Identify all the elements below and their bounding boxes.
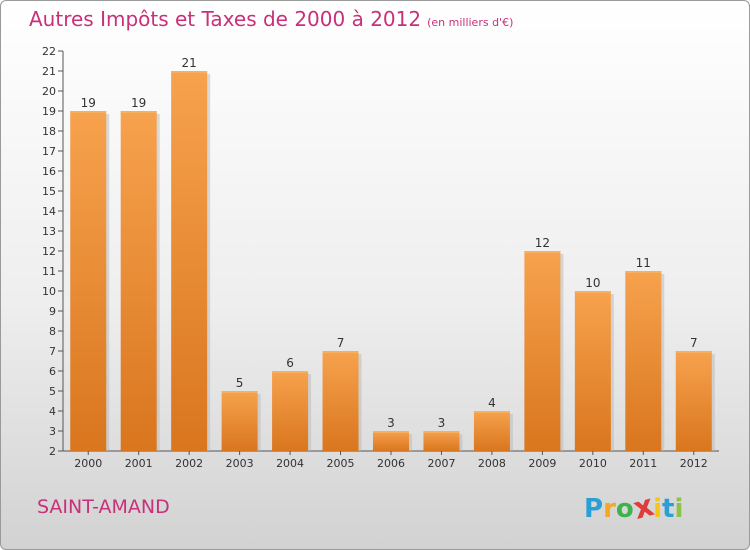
- bar-value-label: 4: [488, 396, 496, 410]
- x-tick-label: 2001: [125, 457, 153, 470]
- bar-top-highlight: [120, 111, 157, 113]
- bar-value-label: 11: [636, 256, 651, 270]
- bar: [524, 251, 561, 451]
- x-tick-label: 2006: [377, 457, 405, 470]
- bar-value-label: 3: [387, 416, 395, 430]
- bar-top-highlight: [272, 371, 309, 373]
- logo-letter: P: [584, 494, 604, 524]
- y-tick-label: 20: [42, 85, 56, 98]
- x-tick-label: 2011: [629, 457, 657, 470]
- y-tick-label: 10: [42, 285, 56, 298]
- bar: [70, 111, 107, 451]
- bar: [221, 391, 258, 451]
- x-tick-label: 2010: [579, 457, 607, 470]
- bar-top-highlight: [675, 351, 712, 353]
- bar-top-highlight: [171, 71, 208, 73]
- y-tick-label: 18: [42, 125, 56, 138]
- y-tick-label: 5: [49, 385, 56, 398]
- y-tick-label: 12: [42, 245, 56, 258]
- y-tick-label: 14: [42, 205, 56, 218]
- y-tick-label: 22: [42, 45, 56, 58]
- y-tick-label: 7: [49, 345, 56, 358]
- bar-top-highlight: [373, 431, 409, 433]
- bar-value-label: 10: [585, 276, 600, 290]
- chart-title: Autres Impôts et Taxes de 2000 à 2012 (en…: [29, 7, 513, 31]
- bar-value-label: 19: [131, 96, 146, 110]
- x-tick-label: 2005: [327, 457, 355, 470]
- x-tick-label: 2008: [478, 457, 506, 470]
- bar-value-label: 5: [236, 376, 244, 390]
- y-tick-label: 21: [42, 65, 56, 78]
- bar: [473, 411, 510, 451]
- bar-top-highlight: [625, 271, 662, 273]
- bar: [272, 371, 309, 451]
- y-tick-label: 17: [42, 145, 56, 158]
- title-unit: (en milliers d'€): [427, 16, 514, 29]
- bar-value-label: 7: [690, 336, 698, 350]
- bar: [423, 431, 460, 451]
- bar-top-highlight: [221, 391, 258, 393]
- x-tick-label: 2012: [680, 457, 708, 470]
- bar-value-label: 3: [438, 416, 446, 430]
- bar: [675, 351, 712, 451]
- y-tick-label: 8: [49, 325, 56, 338]
- logo-letter: t: [662, 494, 675, 524]
- x-tick-label: 2000: [74, 457, 102, 470]
- logo-letter: o: [615, 494, 634, 524]
- bar: [171, 71, 208, 451]
- title-main: Autres Impôts et Taxes de 2000 à 2012: [29, 7, 422, 31]
- x-tick-label: 2004: [276, 457, 304, 470]
- bar-top-highlight: [524, 251, 561, 253]
- y-tick-label: 13: [42, 225, 56, 238]
- bar-top-highlight: [473, 411, 510, 413]
- logo-letter: r: [603, 494, 616, 524]
- bar: [322, 351, 359, 451]
- y-tick-label: 9: [49, 305, 56, 318]
- y-tick-label: 11: [42, 265, 56, 278]
- bar-value-label: 21: [182, 56, 197, 70]
- bar-top-highlight: [574, 291, 611, 293]
- bar: [625, 271, 662, 451]
- logo-letter: i: [653, 494, 663, 524]
- y-tick-label: 4: [49, 405, 56, 418]
- x-tick-label: 2007: [427, 457, 455, 470]
- x-tick-label: 2009: [528, 457, 556, 470]
- bar: [574, 291, 611, 451]
- y-tick-label: 16: [42, 165, 56, 178]
- x-tick-label: 2002: [175, 457, 203, 470]
- logo-letter: i: [674, 494, 684, 524]
- bar-value-label: 19: [81, 96, 96, 110]
- bar-value-label: 12: [535, 236, 550, 250]
- y-tick-label: 2: [49, 445, 56, 458]
- proxiti-logo: Proxiti: [584, 488, 684, 527]
- bar: [120, 111, 157, 451]
- y-tick-label: 19: [42, 105, 56, 118]
- bar-value-label: 7: [337, 336, 345, 350]
- y-tick-label: 6: [49, 365, 56, 378]
- bar-top-highlight: [70, 111, 107, 113]
- bar-top-highlight: [423, 431, 460, 433]
- bar: [373, 431, 409, 451]
- bar-value-label: 6: [286, 356, 294, 370]
- y-tick-label: 3: [49, 425, 56, 438]
- y-tick-label: 15: [42, 185, 56, 198]
- commune-name: SAINT-AMAND: [37, 496, 170, 518]
- bar-top-highlight: [322, 351, 359, 353]
- x-tick-label: 2003: [226, 457, 254, 470]
